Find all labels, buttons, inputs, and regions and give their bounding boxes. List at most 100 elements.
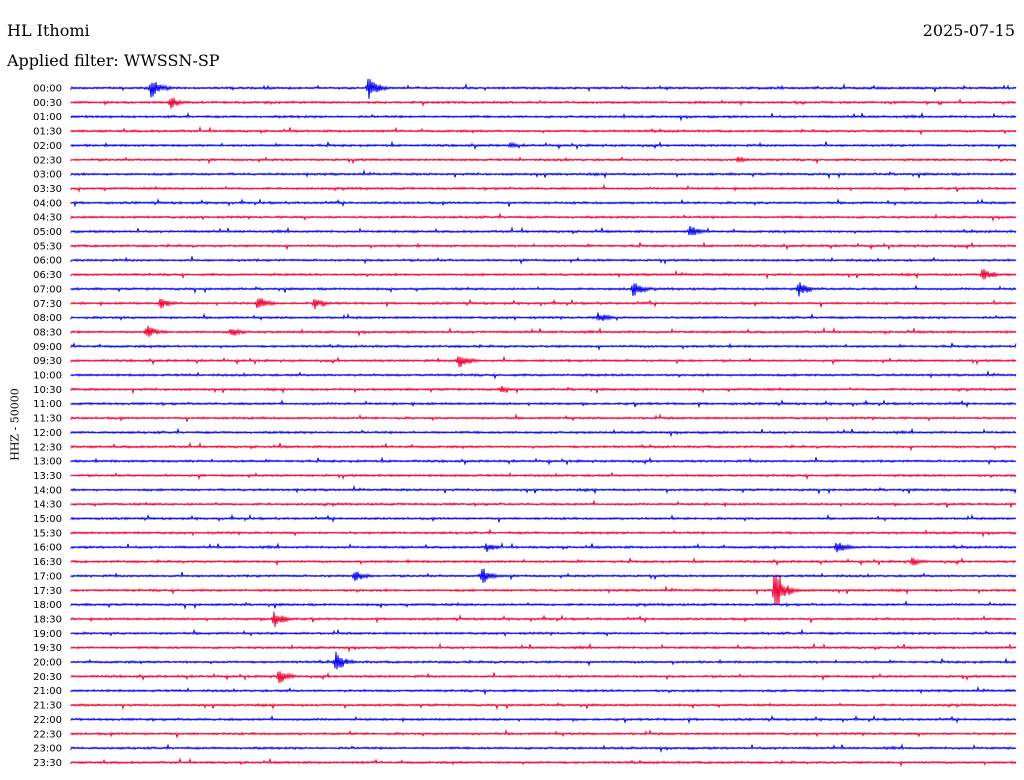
station-name: HL Ithomi — [7, 21, 90, 40]
trace-line-1600 — [70, 541, 1017, 553]
row-time-label: 08:30 — [33, 327, 62, 338]
trace-line-0830 — [70, 325, 1017, 337]
row-time-label: 09:30 — [33, 356, 62, 367]
trace-line-0400 — [70, 198, 1017, 208]
trace-line-0800 — [70, 312, 1017, 322]
trace-line-1930 — [70, 642, 1017, 653]
row-time-label: 15:00 — [33, 514, 62, 525]
trace-line-0430 — [70, 212, 1017, 223]
row-time-label: 00:30 — [33, 98, 62, 109]
row-time-label: 14:00 — [33, 485, 62, 496]
row-time-label: 05:00 — [33, 227, 62, 238]
row-time-label: 22:30 — [33, 729, 62, 740]
trace-line-1530 — [70, 528, 1017, 538]
trace-line-1400 — [70, 484, 1017, 496]
row-time-label: 01:30 — [33, 127, 62, 138]
row-time-label: 04:30 — [33, 213, 62, 224]
row-time-label: 10:30 — [33, 385, 62, 396]
row-time-label: 15:30 — [33, 528, 62, 539]
trace-line-1500 — [70, 513, 1017, 523]
trace-line-1800 — [70, 600, 1017, 610]
row-time-label: 23:00 — [33, 744, 62, 755]
row-time-label: 19:00 — [33, 629, 62, 640]
row-time-label: 23:30 — [33, 758, 62, 769]
trace-line-2300 — [70, 743, 1017, 754]
row-time-label: 02:00 — [33, 141, 62, 152]
row-time-label: 08:00 — [33, 313, 62, 324]
row-time-label: 06:00 — [33, 256, 62, 267]
row-time-label: 16:30 — [33, 557, 62, 568]
trace-line-2000 — [70, 651, 1017, 670]
trace-line-0100 — [70, 111, 1017, 122]
row-time-label: 21:00 — [33, 686, 62, 697]
trace-line-0200 — [70, 140, 1017, 151]
trace-line-1330 — [70, 471, 1017, 481]
trace-line-0130 — [70, 125, 1017, 136]
row-time-label: 13:00 — [33, 457, 62, 468]
row-time-label: 00:00 — [33, 84, 62, 95]
row-time-label: 03:00 — [33, 170, 62, 181]
trace-line-2130 — [70, 702, 1017, 711]
trace-line-0530 — [70, 241, 1017, 251]
row-time-label: 07:30 — [33, 299, 62, 310]
row-time-label: 12:00 — [33, 428, 62, 439]
trace-line-2030 — [70, 671, 1017, 684]
row-time-label: 20:00 — [33, 658, 62, 669]
trace-line-0300 — [70, 169, 1017, 180]
trace-line-2200 — [70, 714, 1017, 725]
trace-line-1030 — [70, 386, 1017, 395]
row-time-label: 17:00 — [33, 571, 62, 582]
row-time-label: 20:30 — [33, 672, 62, 683]
trace-line-1830 — [70, 611, 1017, 628]
row-time-label: 09:00 — [33, 342, 62, 353]
trace-line-0500 — [70, 226, 1017, 236]
trace-line-0730 — [70, 298, 1017, 310]
row-time-label: 14:30 — [33, 500, 62, 511]
trace-line-0000 — [70, 78, 1017, 99]
row-time-label: 21:30 — [33, 701, 62, 712]
row-time-label: 05:30 — [33, 241, 62, 252]
row-time-label: 18:00 — [33, 600, 62, 611]
trace-line-0900 — [70, 342, 1017, 351]
trace-line-1730 — [70, 574, 1017, 606]
row-time-label: 12:30 — [33, 442, 62, 453]
trace-line-1700 — [70, 568, 1017, 583]
row-time-label: 13:30 — [33, 471, 62, 482]
row-time-label: 11:00 — [33, 399, 62, 410]
row-time-label: 03:30 — [33, 184, 62, 195]
filter-label: Applied filter: WWSSN-SP — [7, 51, 220, 70]
trace-line-0700 — [70, 282, 1017, 297]
row-time-label: 11:30 — [33, 414, 62, 425]
trace-line-2100 — [70, 685, 1017, 696]
row-time-label: 04:00 — [33, 198, 62, 209]
trace-line-0330 — [70, 183, 1017, 193]
date-label: 2025-07-15 — [922, 21, 1015, 40]
trace-line-1000 — [70, 369, 1017, 380]
row-time-label: 19:30 — [33, 643, 62, 654]
trace-line-0600 — [70, 256, 1017, 265]
trace-line-1100 — [70, 399, 1017, 409]
trace-line-1900 — [70, 628, 1017, 637]
trace-line-1300 — [70, 456, 1017, 466]
row-time-label: 01:00 — [33, 112, 62, 123]
trace-line-2330 — [70, 757, 1017, 768]
trace-line-1630 — [70, 556, 1017, 567]
trace-line-0630 — [70, 269, 1017, 280]
row-time-label: 10:00 — [33, 371, 62, 382]
trace-line-1230 — [70, 441, 1017, 452]
trace-line-0030 — [70, 97, 1017, 109]
trace-line-1130 — [70, 413, 1017, 422]
trace-line-1200 — [70, 427, 1017, 438]
row-time-label: 02:30 — [33, 155, 62, 166]
row-time-label: 06:30 — [33, 270, 62, 281]
trace-line-0230 — [70, 155, 1017, 165]
row-time-label: 22:00 — [33, 715, 62, 726]
trace-line-0930 — [70, 356, 1017, 368]
row-time-label: 18:30 — [33, 614, 62, 625]
trace-line-2230 — [70, 728, 1017, 738]
trace-line-1430 — [70, 499, 1017, 509]
row-time-label: 16:00 — [33, 543, 62, 554]
row-time-label: 07:00 — [33, 284, 62, 295]
row-time-label: 17:30 — [33, 586, 62, 597]
